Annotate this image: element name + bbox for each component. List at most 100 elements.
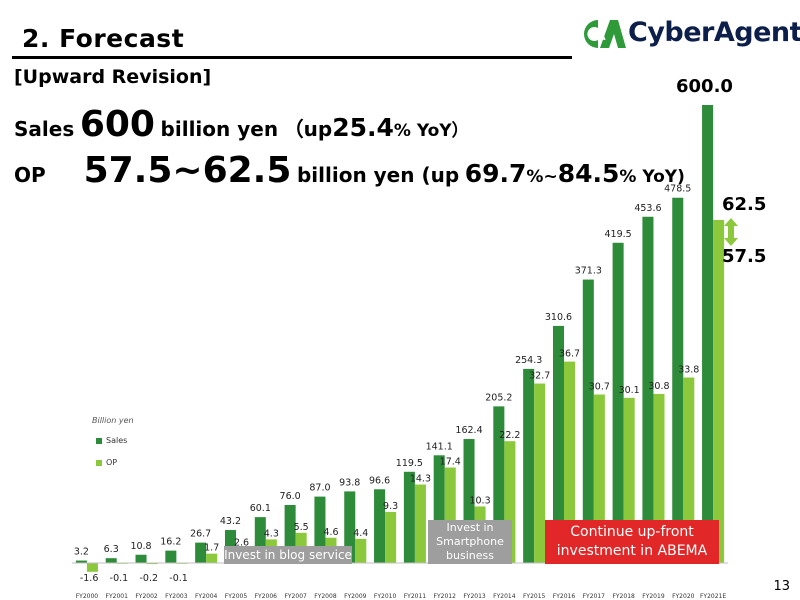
x-tick-label-FY2017: FY2017 (583, 593, 606, 600)
x-tick-label-FY2008: FY2008 (314, 593, 337, 600)
sales-forecast-line: Sales 600 billion yen （up25.4% YoY） (14, 104, 469, 145)
annotation-blog-investment: Invest in blog service (224, 546, 352, 564)
op-value-label-FY2010: 9.3 (383, 501, 398, 512)
sales-value-label-FY2009: 93.8 (339, 477, 360, 488)
sales-value-label-FY2010: 96.6 (369, 475, 390, 486)
sales-label: Sales (14, 117, 75, 141)
logo-mark-text: CA (589, 30, 606, 43)
op-value-label-FY2003: -0.1 (169, 573, 188, 584)
op-value-label-FY2007: 5.5 (294, 522, 309, 533)
sales-value-label-FY2011: 119.5 (396, 458, 423, 469)
x-tick-label-FY2019: FY2019 (642, 593, 665, 600)
op-value-label-FY2012: 17.4 (440, 457, 461, 468)
range-double-arrow-icon (724, 218, 738, 246)
sales-value-label-FY2014: 205.2 (485, 392, 512, 403)
legend-label-sales: Sales (106, 436, 128, 445)
page-number: 13 (773, 579, 790, 594)
x-tick-label-FY2018: FY2018 (612, 593, 635, 600)
sales-bar-FY2012 (433, 455, 445, 563)
x-tick-label-FY2000: FY2000 (76, 593, 99, 600)
x-tick-label-FY2013: FY2013 (463, 593, 486, 600)
op-pct-low: 69.7 (464, 159, 527, 188)
op-value-label-FY2002: -0.2 (139, 573, 158, 584)
sales-value-label-FY2020: 478.5 (664, 184, 691, 195)
op-bar-FY2004 (206, 553, 218, 563)
op-value-label-FY2017: 30.7 (589, 382, 610, 393)
op-range-high-label: 62.5 (722, 194, 767, 215)
sales-bar-FY2018 (612, 242, 624, 563)
sales-pct-unit: % YoY） (393, 121, 469, 141)
sales-bar-FY2015 (523, 368, 535, 563)
legend-label-op: OP (106, 458, 118, 467)
sales-value-label-FY2008: 87.0 (309, 483, 330, 494)
legend-unit: Billion yen (92, 416, 134, 425)
op-bar-FY2015 (534, 383, 546, 563)
sales-bar-FY2016 (552, 325, 564, 563)
sales-value-label-FY2017: 371.3 (575, 266, 602, 277)
sales-value-label-FY2015: 254.3 (515, 355, 542, 366)
sales-value-label-FY2006: 60.1 (250, 503, 271, 514)
op-bar-FY2009 (355, 538, 367, 563)
legend-swatch-sales (96, 437, 102, 444)
sales-value-label-FY2004: 26.7 (190, 529, 211, 540)
x-tick-label-FY2011: FY2011 (404, 593, 427, 600)
op-value-label-FY2006: 4.3 (264, 528, 279, 539)
op-value-label-FY2014: 22.2 (499, 430, 520, 441)
x-tick-label-FY2012: FY2012 (434, 593, 457, 600)
sales-bar-FY2014 (493, 406, 505, 563)
sales-bar-FY2002 (135, 554, 147, 563)
op-pct-unit: % YoY) (619, 167, 685, 187)
op-bar-FY2010 (385, 511, 397, 563)
sales-bar-FY2007 (284, 504, 296, 563)
subtitle: [Upward Revision] (14, 66, 212, 88)
sales-value-label-FY2019: 453.6 (634, 203, 661, 214)
op-value-label-FY2015: 32.7 (529, 371, 550, 382)
title-underline (12, 56, 572, 59)
sales-value-label-FY2018: 419.5 (605, 229, 632, 240)
sales-value-label-FY2007: 76.0 (280, 491, 301, 502)
op-bar-FY2017 (593, 394, 605, 563)
x-tick-label-FY2021E: FY2021E (700, 593, 726, 600)
legend-swatch-op (96, 459, 102, 466)
sales-bar-FY2008 (314, 496, 326, 563)
sales-bar-FY2010 (374, 489, 386, 563)
op-value-label-FY2011: 14.3 (410, 474, 431, 485)
op-bar-FY2021E (713, 220, 725, 563)
op-label: OP (14, 163, 46, 187)
x-tick-label-FY2003: FY2003 (165, 593, 188, 600)
sales-pct: 25.4 (332, 113, 394, 142)
sales-value: 600 (79, 104, 155, 145)
op-value-label-FY2001: -0.1 (110, 573, 129, 584)
op-bar-FY2011 (414, 484, 426, 563)
sales-bar-FY2021E (702, 105, 714, 563)
legend-item-op: OP (96, 458, 117, 467)
chart-legend: Billion yen Sales OP (92, 416, 134, 467)
op-bar-FY2019 (653, 393, 665, 563)
cyberagent-mark-icon: CA (584, 20, 626, 48)
annotation-abema-line2: investment in ABEMA (556, 543, 708, 559)
op-forecast-line: OP 57.5~62.5 billion yen (up 69.7%~84.5%… (14, 150, 685, 191)
sales-unit: billion yen (160, 117, 279, 141)
sales-value-label-FY2016: 310.6 (545, 312, 572, 323)
op-unit: billion yen (up (296, 163, 460, 187)
annotation-smartphone-investment: Invest in Smartphone business (428, 520, 512, 564)
annotation-smartphone-line3: business (446, 549, 494, 562)
sales-bar-FY2001 (105, 558, 117, 563)
sales-value-label-FY2000: 3.2 (74, 547, 89, 558)
op-pct-sep: %~ (526, 167, 558, 187)
sales-value-label-FY2003: 16.2 (160, 537, 181, 548)
x-tick-label-FY2002: FY2002 (135, 593, 158, 600)
op-value: 57.5~62.5 (83, 150, 292, 191)
sales-value-label-FY2012: 141.1 (426, 441, 453, 452)
op-bar-FY2000 (86, 563, 98, 572)
op-value-label-FY2018: 30.1 (619, 385, 640, 396)
x-tick-label-FY2009: FY2009 (344, 593, 367, 600)
op-range-low-label: 57.5 (722, 246, 767, 267)
sales-paren: （up (283, 117, 333, 141)
page-title: 2. Forecast (22, 24, 185, 53)
op-value-label-FY2009: 4.4 (353, 528, 368, 539)
op-value-label-FY2000: -1.6 (80, 573, 99, 584)
x-tick-label-FY2010: FY2010 (374, 593, 397, 600)
op-bar-FY2020 (683, 377, 695, 563)
annotation-abema-investment: Continue up-front investment in ABEMA (545, 520, 719, 564)
